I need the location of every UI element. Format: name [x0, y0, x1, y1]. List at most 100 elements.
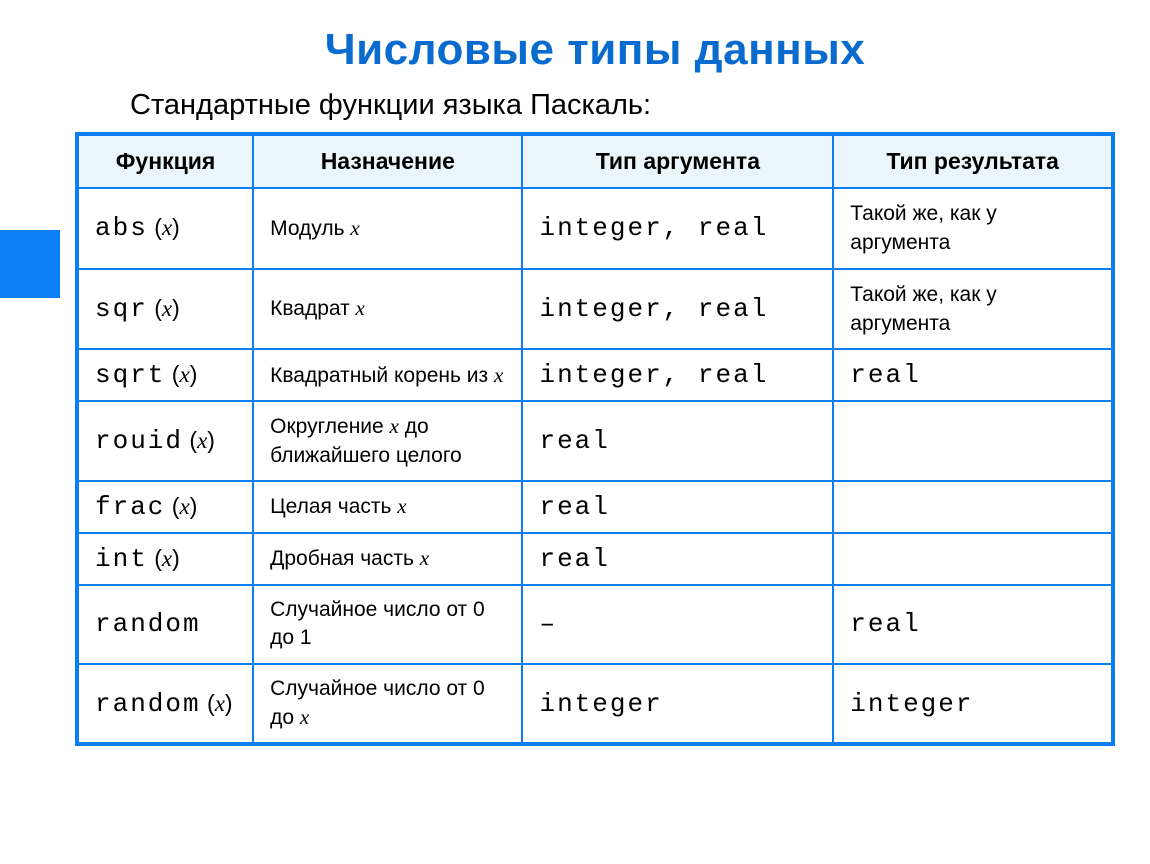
cell-argtype: integer, real [522, 269, 833, 350]
function-name: random [95, 689, 201, 719]
arg-type: real [539, 426, 609, 456]
function-name: int [95, 544, 148, 574]
purpose-prefix: Целая часть [270, 495, 397, 518]
page-subtitle: Стандартные функции языка Паскаль: [130, 89, 1115, 122]
function-arg-var: x [162, 215, 172, 240]
cell-argtype: integer, real [522, 188, 833, 269]
table-row: int (x) Дробная часть x real [77, 533, 1113, 585]
purpose-prefix: Квадрат [270, 297, 355, 320]
purpose-var: x [420, 546, 429, 570]
arg-type: integer [539, 689, 662, 719]
purpose-text: Квадрат x [270, 294, 505, 323]
function-arg-var: x [162, 296, 172, 321]
cell-purpose: Дробная часть x [253, 533, 522, 585]
cell-purpose: Квадрат x [253, 269, 522, 350]
purpose-var: x [300, 705, 309, 729]
purpose-var: x [494, 363, 503, 387]
function-name: abs [95, 213, 148, 243]
purpose-text: Дробная часть x [270, 544, 505, 573]
table-header-row: Функция Назначение Тип аргумента Тип рез… [77, 134, 1113, 188]
cell-purpose: Модуль x [253, 188, 522, 269]
function-name: sqr [95, 294, 148, 324]
cell-argtype: – [522, 585, 833, 664]
result-text: real [850, 609, 920, 639]
cell-result: real [833, 585, 1113, 664]
cell-function: frac (x) [77, 481, 253, 533]
cell-function: int (x) [77, 533, 253, 585]
result-text: Такой же, как у аргумента [850, 283, 996, 335]
function-arg-var: x [179, 362, 189, 387]
cell-function: sqrt (x) [77, 349, 253, 401]
arg-type: integer, real [539, 360, 768, 390]
purpose-text: Целая часть x [270, 492, 505, 521]
result-text: Такой же, как у аргумента [850, 202, 996, 254]
cell-result: integer [833, 664, 1113, 745]
arg-type: integer, real [539, 294, 768, 324]
purpose-text: Модуль x [270, 214, 505, 243]
table-row: abs (x) Модуль x integer, real Такой же, ка… [77, 188, 1113, 269]
purpose-var: x [390, 414, 399, 438]
col-header-function: Функция [77, 134, 253, 188]
purpose-text: Случайное число от 0 до x [270, 675, 505, 733]
purpose-text: Квадратный корень из x [270, 361, 505, 390]
cell-result: real [833, 349, 1113, 401]
cell-function: abs (x) [77, 188, 253, 269]
purpose-prefix: Дробная часть [270, 547, 420, 570]
purpose-prefix: Квадратный корень из [270, 364, 494, 387]
function-arg-var: x [162, 546, 172, 571]
col-header-argtype: Тип аргумента [522, 134, 833, 188]
cell-argtype: real [522, 533, 833, 585]
purpose-var: x [356, 296, 365, 320]
cell-function: rouid (x) [77, 401, 253, 481]
result-text: real [850, 360, 920, 390]
cell-result: Такой же, как у аргумента [833, 269, 1113, 350]
function-arg-var: x [197, 428, 207, 453]
function-arg-var: x [179, 494, 189, 519]
table-row: rouid (x) Округление x до ближайшего цело… [77, 401, 1113, 481]
functions-table: Функция Назначение Тип аргумента Тип рез… [75, 132, 1115, 746]
table-row: frac (x) Целая часть x real [77, 481, 1113, 533]
purpose-prefix: Модуль [270, 217, 350, 240]
arg-type: – [539, 609, 557, 639]
cell-result [833, 533, 1113, 585]
cell-argtype: real [522, 481, 833, 533]
purpose-text: Округление x до ближайшего целого [270, 412, 505, 470]
purpose-prefix: Округление [270, 415, 389, 438]
side-accent-bar [0, 230, 60, 298]
purpose-var: x [350, 216, 359, 240]
cell-function: random (x) [77, 664, 253, 745]
cell-result [833, 401, 1113, 481]
table-row: random Случайное число от 0 до 1 – real [77, 585, 1113, 664]
arg-type: real [539, 492, 609, 522]
cell-purpose: Случайное число от 0 до 1 [253, 585, 522, 664]
col-header-purpose: Назначение [253, 134, 522, 188]
purpose-var: x [397, 494, 406, 518]
function-name: sqrt [95, 360, 165, 390]
cell-argtype: real [522, 401, 833, 481]
cell-argtype: integer [522, 664, 833, 745]
cell-purpose: Округление x до ближайшего целого [253, 401, 522, 481]
function-name: frac [95, 492, 165, 522]
function-arg-var: x [215, 691, 225, 716]
function-name: rouid [95, 426, 183, 456]
cell-function: random [77, 585, 253, 664]
result-text: integer [850, 689, 973, 719]
arg-type: integer, real [539, 213, 768, 243]
slide-content: Числовые типы данных Стандартные функции… [0, 0, 1150, 746]
cell-result: Такой же, как у аргумента [833, 188, 1113, 269]
table-row: sqr (x) Квадрат x integer, real Такой же, к… [77, 269, 1113, 350]
cell-function: sqr (x) [77, 269, 253, 350]
cell-result [833, 481, 1113, 533]
purpose-text: Случайное число от 0 до 1 [270, 596, 505, 653]
cell-purpose: Случайное число от 0 до x [253, 664, 522, 745]
col-header-result: Тип результата [833, 134, 1113, 188]
purpose-prefix: Случайное число от 0 до 1 [270, 598, 485, 649]
cell-purpose: Квадратный корень из x [253, 349, 522, 401]
arg-type: real [539, 544, 609, 574]
page-title: Числовые типы данных [75, 25, 1115, 75]
table-row: sqrt (x) Квадратный корень из x integer, r… [77, 349, 1113, 401]
function-name: random [95, 609, 201, 639]
table-row: random (x) Случайное число от 0 до x integ… [77, 664, 1113, 745]
cell-purpose: Целая часть x [253, 481, 522, 533]
cell-argtype: integer, real [522, 349, 833, 401]
